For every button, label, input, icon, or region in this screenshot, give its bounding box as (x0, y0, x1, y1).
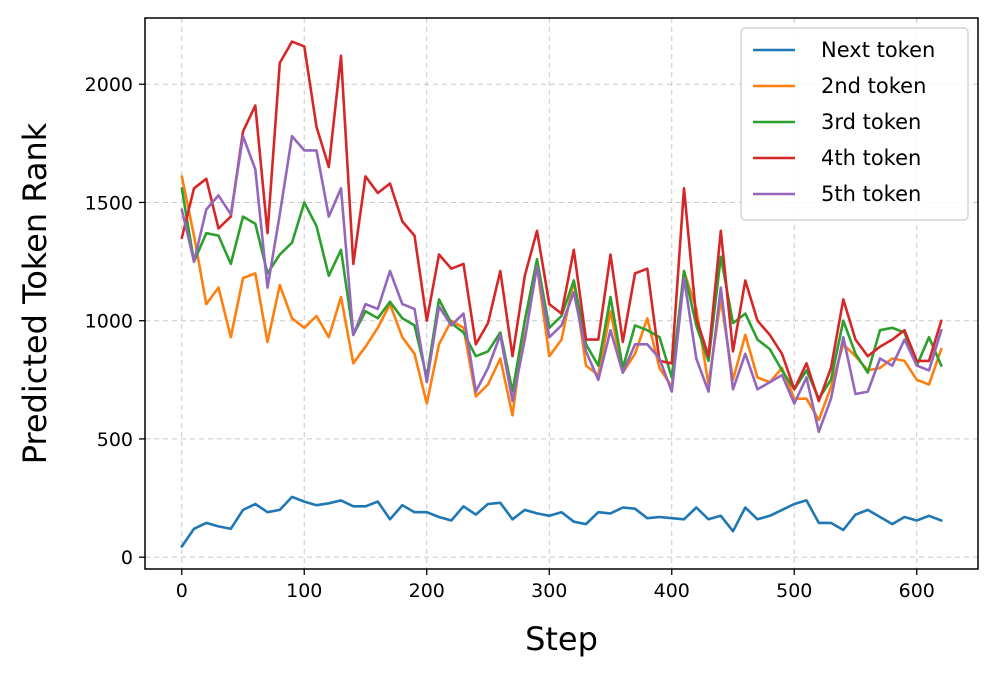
series-line-5 (180, 134, 943, 434)
y-tick-label: 2000 (85, 74, 133, 96)
x-tick-label: 400 (654, 580, 690, 602)
x-tick-label: 600 (899, 580, 935, 602)
legend-label: 5th token (821, 182, 921, 206)
legend-label: 3rd token (821, 110, 921, 134)
plot-area-frame (144, 17, 979, 570)
legend-label: 4th token (821, 146, 921, 170)
legend-label: Next token (821, 38, 935, 62)
x-axis-title: Step (525, 620, 598, 658)
series-line-4 (180, 40, 943, 403)
y-axis-title: Predicted Token Rank (16, 122, 54, 464)
y-tick-label: 1500 (85, 192, 133, 214)
x-tick-label: 200 (409, 580, 445, 602)
y-tick-label: 0 (121, 547, 133, 569)
y-tick-label: 500 (97, 429, 133, 451)
legend-box (740, 27, 969, 221)
y-tick-label: 1000 (85, 311, 133, 333)
axis-ticks: 0 100 200 300 400 500 600 0 500 1000 1500 2000 (85, 74, 935, 602)
legend-label: 2nd token (821, 74, 926, 98)
x-tick-label: 0 (176, 580, 188, 602)
x-tick-label: 100 (286, 580, 322, 602)
series-line-1 (180, 495, 943, 548)
series-lines (180, 40, 943, 548)
x-tick-label: 300 (531, 580, 567, 602)
x-tick-label: 500 (776, 580, 812, 602)
legend: Next token 2nd token 3rd token 4th token 5th… (740, 27, 969, 221)
